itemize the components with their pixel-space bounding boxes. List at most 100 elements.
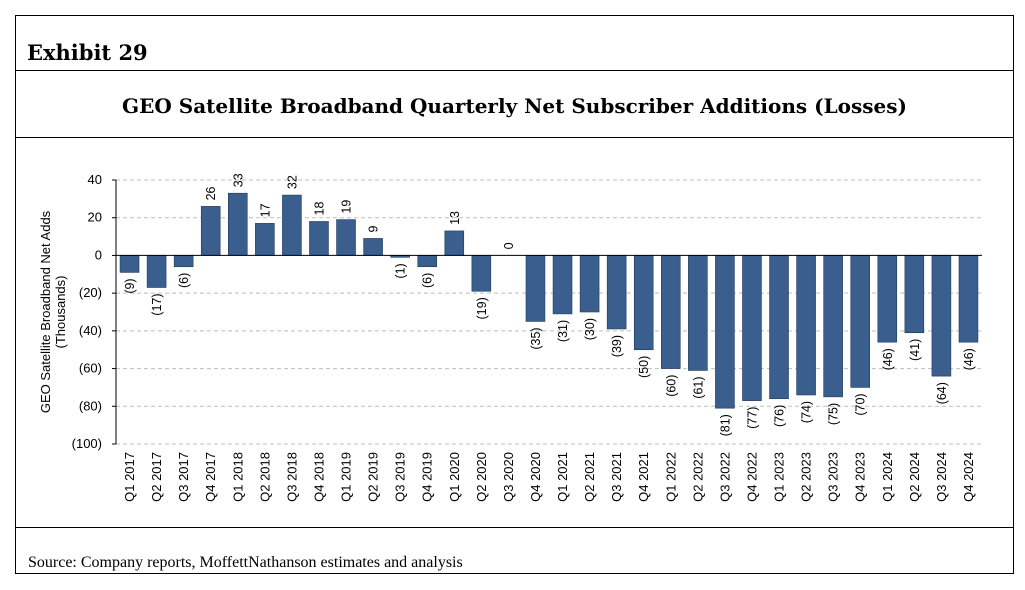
bar <box>850 255 870 388</box>
x-tick-label: Q1 2018 <box>230 452 245 502</box>
x-tick-label: Q3 2017 <box>176 452 191 502</box>
exhibit-label: Exhibit 29 <box>27 40 148 65</box>
x-tick-label: Q2 2019 <box>366 452 381 502</box>
x-tick-label: Q3 2022 <box>717 452 732 502</box>
data-label: 26 <box>204 186 218 200</box>
x-tick-label: Q4 2019 <box>420 452 435 502</box>
data-label: (30) <box>583 318 597 340</box>
bar <box>119 255 140 273</box>
y-tick-label: 40 <box>88 172 102 187</box>
data-label: (35) <box>529 327 543 349</box>
bar <box>255 223 275 256</box>
bar <box>904 255 925 334</box>
x-tick-label: Q2 2020 <box>474 452 489 502</box>
data-label: 32 <box>285 175 299 189</box>
bar <box>336 219 356 256</box>
data-label: (41) <box>908 339 922 361</box>
data-label: (74) <box>800 401 814 423</box>
x-tick-label: Q2 2018 <box>257 452 272 502</box>
data-label: (64) <box>935 382 949 404</box>
header-divider <box>15 70 1014 71</box>
bar <box>444 230 465 256</box>
bar <box>417 255 437 268</box>
data-label: (1) <box>394 263 408 278</box>
data-label: (75) <box>827 403 841 425</box>
x-tick-label: Q2 2023 <box>799 452 814 502</box>
x-tick-label: Q3 2020 <box>501 452 516 502</box>
bar <box>877 255 898 343</box>
data-label: (77) <box>745 407 759 429</box>
bar <box>796 255 816 396</box>
data-label: 33 <box>231 173 245 187</box>
y-tick-label: (60) <box>79 361 102 376</box>
y-tick-label: (80) <box>79 398 102 413</box>
exhibit-frame <box>15 15 1014 574</box>
bar <box>715 255 735 409</box>
bar <box>471 255 492 292</box>
data-label: (61) <box>691 376 705 398</box>
data-label: (50) <box>637 356 651 378</box>
bar <box>661 255 681 369</box>
y-axis-label: GEO Satellite Broadband Net Adds <box>38 210 53 413</box>
x-tick-label: Q4 2018 <box>311 452 326 502</box>
data-label: (9) <box>123 278 137 293</box>
data-label: (19) <box>475 297 489 319</box>
footer-divider <box>15 527 1014 528</box>
axes: 40 20 0 (20) (40) (60) (80) (100) Q1 2017 Q2 2017… <box>72 172 982 502</box>
bar <box>146 255 167 288</box>
data-label: (76) <box>773 405 787 427</box>
x-tick-label: Q3 2019 <box>393 452 408 502</box>
data-label: (81) <box>718 414 732 436</box>
bar <box>552 255 573 315</box>
data-label: (6) <box>421 273 435 288</box>
x-tick-label: Q2 2024 <box>907 452 922 502</box>
title-divider <box>15 137 1014 138</box>
bar <box>282 194 302 256</box>
bar <box>633 255 654 351</box>
y-tick-label: (40) <box>79 323 102 338</box>
bar <box>931 255 952 377</box>
bar <box>823 255 843 398</box>
x-tick-label: Q4 2024 <box>961 452 976 502</box>
bar <box>742 255 762 401</box>
x-tick-label: Q2 2022 <box>690 452 705 502</box>
source-note: Source: Company reports, MoffettNathanso… <box>28 554 463 571</box>
x-tick-label: Q1 2020 <box>447 452 462 502</box>
bar <box>309 221 329 256</box>
data-label: (46) <box>881 348 895 370</box>
x-tick-label: Q1 2019 <box>339 452 354 502</box>
data-labels: (9) (17) (6) 26 33 17 32 18 19 9 (1) (6) 13 (19) 0 (35)… <box>123 173 976 436</box>
data-label: (6) <box>177 273 191 288</box>
x-tick-label: Q2 2021 <box>582 452 597 502</box>
x-tick-label: Q4 2017 <box>203 452 218 502</box>
bar <box>688 255 708 371</box>
y-tick-label: 20 <box>88 210 102 225</box>
chart-title: GEO Satellite Broadband Quarterly Net Su… <box>122 94 907 118</box>
data-label: 13 <box>448 211 462 225</box>
data-label: (46) <box>962 348 976 370</box>
bar <box>173 255 194 268</box>
y-tick-label: (20) <box>79 285 102 300</box>
bar <box>525 255 546 322</box>
data-label: 18 <box>312 202 326 216</box>
bar <box>579 255 600 313</box>
x-tick-label: Q1 2022 <box>663 452 678 502</box>
data-label: 19 <box>340 200 354 214</box>
data-label: (70) <box>854 393 868 415</box>
x-tick-label: Q3 2021 <box>609 452 624 502</box>
bar <box>200 206 221 256</box>
bar <box>606 255 627 330</box>
x-tick-label: Q3 2023 <box>826 452 841 502</box>
x-tick-label: Q1 2021 <box>555 452 570 502</box>
data-label: (31) <box>556 320 570 342</box>
x-tick-label: Q4 2021 <box>636 452 651 502</box>
x-tick-label: Q1 2024 <box>880 452 895 502</box>
bar <box>769 255 789 400</box>
y-axis-unit-label: (Thousands) <box>53 276 68 349</box>
y-tick-label: 0 <box>95 247 102 262</box>
data-label: 0 <box>502 242 516 249</box>
y-tick-label: (100) <box>72 436 102 451</box>
x-tick-label: Q4 2020 <box>528 452 543 502</box>
bar <box>958 255 979 343</box>
x-tick-label: Q3 2018 <box>284 452 299 502</box>
